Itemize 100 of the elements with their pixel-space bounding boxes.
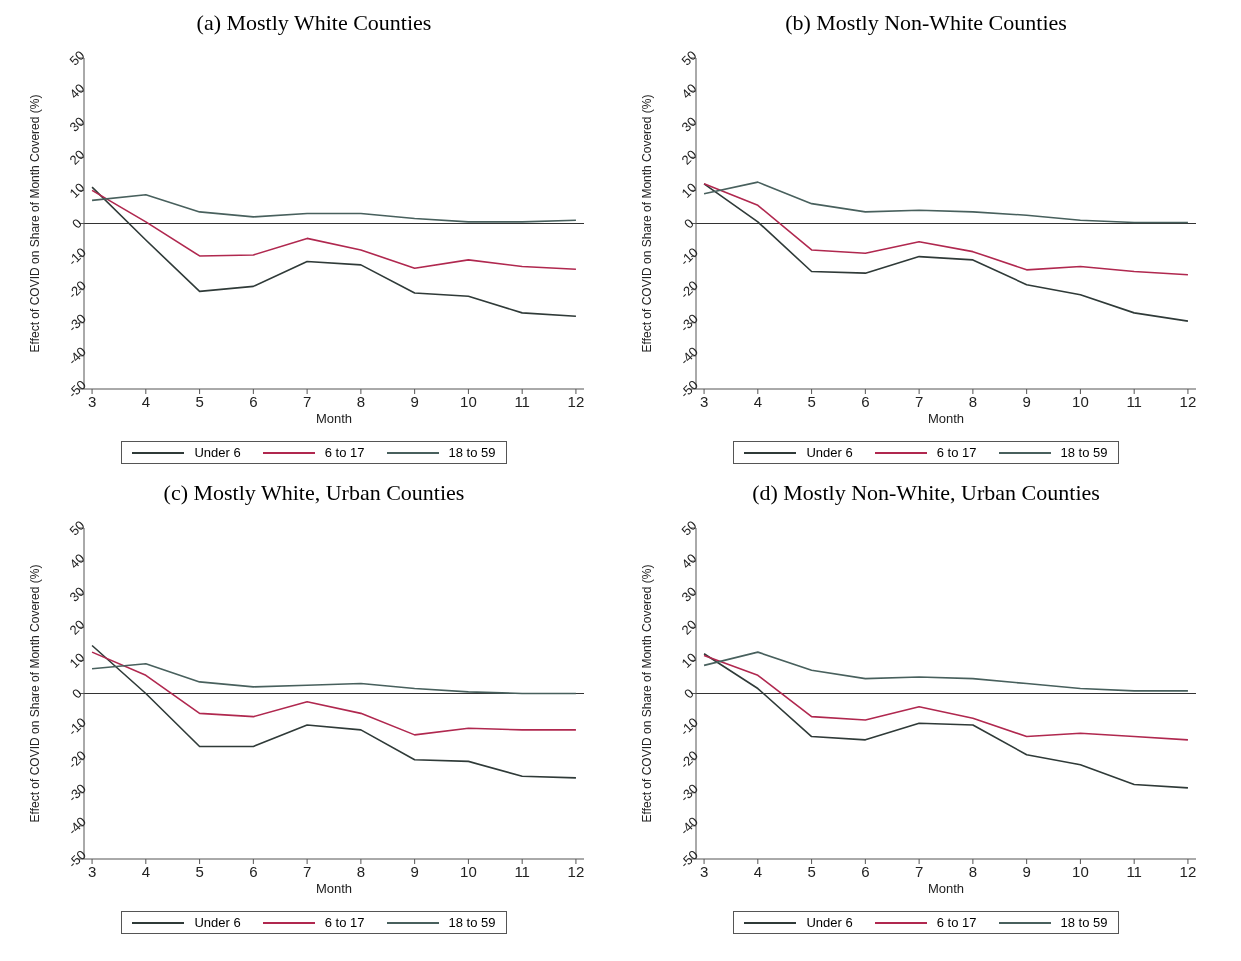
- y-tick-label: -30: [65, 310, 89, 335]
- y-tick-label: 0: [69, 685, 85, 702]
- chart-title: (b) Mostly Non-White Counties: [785, 10, 1067, 36]
- chart-title: (c) Mostly White, Urban Counties: [163, 480, 465, 506]
- y-tick-label: -20: [65, 747, 89, 772]
- y-tick-label: 0: [681, 685, 697, 702]
- y-tick-label: 30: [678, 583, 700, 605]
- legend-label: Under 6: [806, 915, 853, 930]
- x-tick-label: 3: [699, 392, 709, 410]
- y-tick-label: -40: [65, 813, 89, 838]
- y-tick-label: 20: [66, 146, 88, 168]
- legend-label: Under 6: [806, 445, 853, 460]
- x-axis-title: Month: [927, 411, 965, 426]
- y-tick-label: 40: [66, 550, 88, 572]
- x-tick-label: 8: [968, 392, 978, 410]
- legend-label: 6 to 17: [936, 915, 977, 930]
- line-series: [91, 651, 577, 736]
- y-tick-label: -30: [677, 780, 701, 805]
- x-tick-label: 12: [567, 862, 585, 880]
- line-series: [703, 651, 1189, 692]
- x-tick-label: 8: [356, 392, 366, 410]
- line-series: [91, 662, 577, 695]
- x-tick-label: 6: [249, 862, 258, 880]
- y-tick-label: 30: [66, 583, 88, 605]
- x-tick-label: 11: [1126, 392, 1142, 410]
- x-tick-label: 9: [410, 862, 419, 880]
- y-tick-label: 10: [678, 179, 700, 201]
- y-tick-label: 40: [678, 80, 700, 102]
- y-tick-label: 40: [678, 550, 700, 572]
- y-tick-label: -10: [65, 714, 89, 739]
- y-tick-label: -20: [65, 277, 89, 302]
- legend-label: Under 6: [194, 445, 241, 460]
- x-tick-label: 6: [249, 392, 258, 410]
- y-tick-label: 50: [678, 47, 700, 69]
- legend-label: 18 to 59: [448, 915, 496, 930]
- x-tick-label: 7: [302, 392, 312, 410]
- x-tick-label: 4: [753, 392, 762, 410]
- x-tick-label: 10: [460, 862, 477, 880]
- y-tick-label: 10: [66, 649, 88, 671]
- y-tick-label: 50: [66, 47, 88, 69]
- x-tick-label: 3: [699, 862, 709, 880]
- x-tick-label: 5: [807, 862, 816, 880]
- x-axis-title: Month: [315, 411, 353, 426]
- y-tick-label: 20: [66, 616, 88, 638]
- line-series: [703, 182, 1189, 276]
- y-tick-label: 50: [66, 517, 88, 539]
- x-tick-label: 9: [410, 392, 419, 410]
- x-tick-label: 9: [1022, 862, 1031, 880]
- legend-label: Under 6: [194, 915, 241, 930]
- y-tick-label: -50: [65, 847, 89, 871]
- y-tick-label: -30: [677, 310, 701, 335]
- y-tick-label: 20: [678, 146, 700, 168]
- x-tick-label: 11: [514, 862, 530, 880]
- x-tick-label: 3: [87, 862, 97, 880]
- y-tick-label: 40: [66, 80, 88, 102]
- y-tick-label: -20: [677, 747, 701, 772]
- x-tick-label: 12: [1179, 392, 1197, 410]
- line-series: [91, 193, 577, 223]
- y-tick-label: 0: [681, 215, 697, 232]
- y-tick-label: -40: [677, 343, 701, 368]
- legend-label: 18 to 59: [1060, 915, 1108, 930]
- line-series: [91, 189, 577, 270]
- legend-label: 6 to 17: [324, 915, 365, 930]
- x-tick-label: 5: [195, 392, 204, 410]
- legend-label: 18 to 59: [448, 445, 496, 460]
- x-tick-label: 12: [567, 392, 585, 410]
- line-series: [703, 654, 1189, 741]
- x-tick-label: 11: [1126, 862, 1142, 880]
- y-tick-label: -10: [65, 244, 89, 269]
- x-tick-label: 10: [460, 392, 477, 410]
- y-tick-label: -50: [677, 377, 701, 401]
- x-axis-title: Month: [927, 881, 965, 896]
- y-tick-label: 10: [678, 649, 700, 671]
- x-tick-label: 7: [914, 392, 924, 410]
- chart-title: (d) Mostly Non-White, Urban Counties: [752, 480, 1100, 506]
- y-tick-label: 50: [678, 517, 700, 539]
- y-axis-title: Effect of COVID on Share of Month Covered (%): [28, 94, 43, 353]
- x-tick-label: 10: [1072, 392, 1089, 410]
- y-axis-title: Effect of COVID on Share of Month Covered (%): [28, 564, 43, 823]
- x-tick-label: 3: [87, 392, 97, 410]
- chart-title: (a) Mostly White Counties: [196, 10, 432, 36]
- x-tick-label: 9: [1022, 392, 1031, 410]
- y-tick-label: -30: [65, 780, 89, 805]
- x-axis-title: Month: [315, 881, 353, 896]
- x-tick-label: 5: [807, 392, 816, 410]
- x-tick-label: 6: [861, 392, 870, 410]
- x-tick-label: 12: [1179, 862, 1197, 880]
- line-series: [703, 181, 1189, 224]
- y-axis-title: Effect of COVID on Share of Month Covered (%): [640, 94, 655, 353]
- y-tick-label: 30: [678, 113, 700, 135]
- y-tick-label: -40: [677, 813, 701, 838]
- y-tick-label: -10: [677, 714, 701, 739]
- legend-label: 6 to 17: [324, 445, 365, 460]
- x-tick-label: 4: [141, 862, 150, 880]
- x-tick-label: 10: [1072, 862, 1089, 880]
- y-tick-label: 0: [69, 215, 85, 232]
- x-tick-label: 5: [195, 862, 204, 880]
- x-tick-label: 11: [514, 392, 530, 410]
- x-tick-label: 4: [753, 862, 762, 880]
- legend-label: 6 to 17: [936, 445, 977, 460]
